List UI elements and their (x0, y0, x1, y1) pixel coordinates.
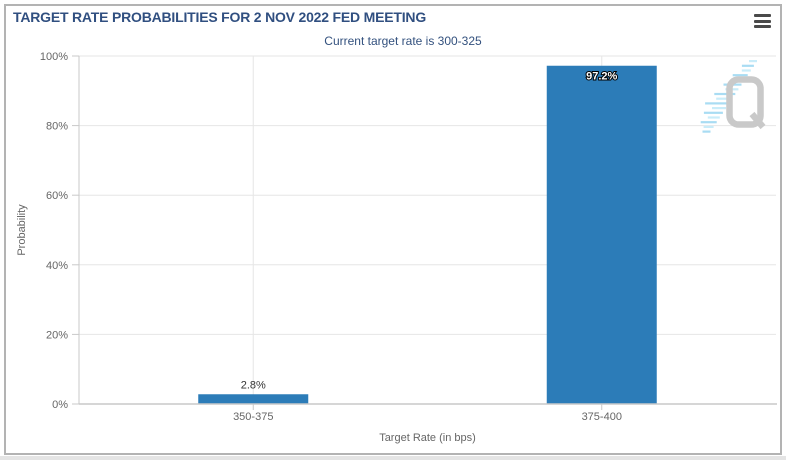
watermark-hatch-dash (741, 69, 751, 72)
y-tick-label: 20% (46, 329, 68, 341)
hamburger-icon (754, 25, 771, 28)
bar-350-375[interactable] (198, 394, 309, 404)
watermark-hatch-dash (703, 125, 714, 128)
page-title: TARGET RATE PROBABILITIES FOR 2 NOV 2022… (13, 9, 427, 25)
watermark-hatch-dash (749, 60, 757, 63)
watermark-q-tail (749, 111, 766, 130)
y-tick-label: 0% (52, 399, 68, 411)
watermark-hatch-dash (707, 116, 720, 119)
bar-label-inside: 97.2% (586, 71, 617, 83)
watermark-hatch-dash (702, 130, 711, 133)
bar-label-outside: 2.8% (241, 379, 266, 391)
chart-subtitle: Current target rate is 300-325 (324, 34, 482, 48)
watermark-hatch-dash (716, 97, 733, 100)
page-bottom-strip (0, 456, 786, 460)
x-tick-label: 350-375 (233, 411, 273, 423)
watermark-hatch-dash (700, 121, 717, 124)
y-tick-label: 100% (40, 51, 68, 63)
y-tick-label: 60% (46, 190, 68, 202)
bar-375-400[interactable] (546, 65, 657, 404)
watermark-q-ring (726, 76, 764, 128)
x-axis-title: Target Rate (in bps) (379, 432, 476, 444)
hamburger-icon (754, 14, 771, 17)
y-axis-title: Probability (16, 204, 28, 256)
watermark-hatch-dash (714, 92, 736, 96)
y-tick-label: 40% (46, 260, 68, 272)
quandl-watermark-icon (700, 60, 766, 133)
hamburger-icon (754, 19, 771, 23)
watermark-hatch-dash (741, 64, 754, 67)
y-tick-label: 80% (46, 121, 68, 133)
watermark-hatch-dash (703, 111, 723, 114)
chart-menu-button[interactable] (754, 14, 771, 28)
x-tick-label: 375-400 (582, 411, 622, 423)
watermark-hatch-dash (712, 107, 726, 110)
watermark-hatch-dash (732, 74, 748, 77)
watermark-hatch-dash (705, 102, 730, 105)
